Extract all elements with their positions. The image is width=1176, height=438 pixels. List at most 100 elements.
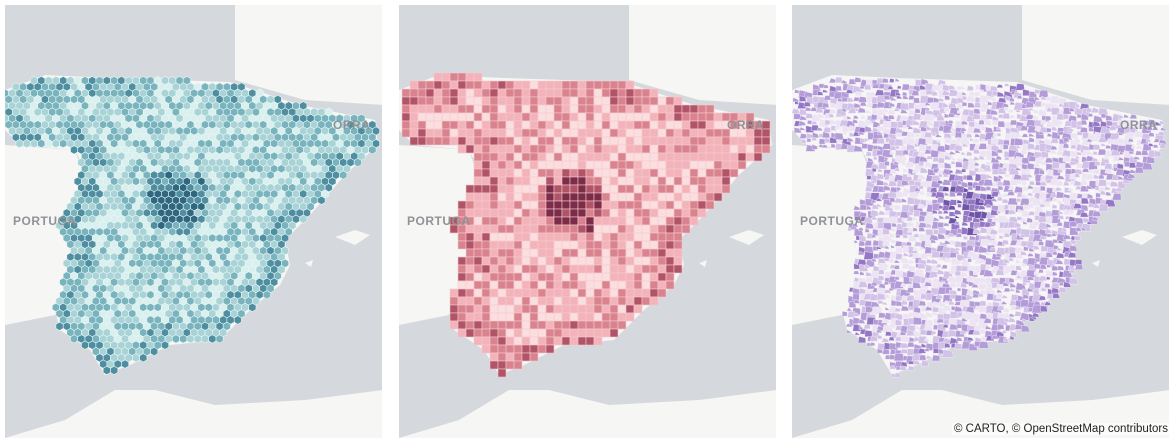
square-cell: [705, 176, 715, 186]
municipality-polygon: [894, 77, 900, 82]
municipality-polygon: [1040, 305, 1048, 312]
square-cell: [681, 152, 691, 162]
square-cell: [593, 112, 603, 122]
square-cell: [601, 288, 611, 298]
square-cell: [561, 192, 571, 202]
square-cell: [457, 312, 467, 322]
square-cell: [465, 96, 475, 106]
municipality-polygon: [864, 119, 873, 126]
square-cell: [601, 264, 611, 274]
municipality-polygon: [1033, 100, 1043, 107]
square-cell: [505, 184, 515, 194]
square-cell: [745, 152, 755, 162]
municipality-polygon: [1038, 169, 1045, 175]
municipality-polygon: [943, 173, 949, 178]
square-cell: [521, 192, 531, 202]
municipality-polygon: [853, 115, 860, 120]
square-cell: [697, 184, 707, 194]
square-cell: [633, 96, 643, 106]
map-attribution[interactable]: © CARTO, © OpenStreetMap contributors: [951, 423, 1170, 435]
municipality-polygon: [918, 300, 927, 306]
municipality-polygon: [929, 234, 939, 241]
square-cell: [585, 304, 595, 314]
square-cell: [681, 160, 691, 170]
square-cell: [649, 104, 659, 114]
municipality-polygon: [1141, 120, 1150, 126]
municipality-polygon: [858, 85, 865, 89]
square-cell: [473, 184, 483, 194]
data-cells: [5, 76, 380, 375]
square-cell: [745, 136, 755, 146]
square-cell: [641, 184, 651, 194]
square-cell: [465, 120, 475, 130]
square-cell: [713, 184, 723, 194]
municipality-polygon: [1015, 289, 1021, 294]
municipality-polygon: [835, 85, 842, 91]
municipality-polygon: [961, 221, 969, 226]
municipality-polygon: [901, 221, 909, 228]
municipality-polygon: [823, 84, 829, 89]
square-cell: [649, 232, 659, 242]
municipality-polygon: [974, 102, 981, 108]
square-cell: [545, 192, 555, 202]
municipality-polygon: [864, 329, 873, 337]
municipality-polygon: [972, 127, 982, 134]
square-cell: [641, 96, 651, 106]
map-panel-hexagons[interactable]: PORTUGA ORRA: [5, 5, 382, 438]
square-cell: [633, 184, 643, 194]
square-cell: [657, 240, 667, 250]
square-cell: [705, 128, 715, 138]
map-panel-squares[interactable]: PORTUGA ORRA: [399, 5, 776, 438]
square-cell: [545, 208, 555, 218]
hexagon-cell: [102, 365, 111, 375]
square-cell: [625, 208, 635, 218]
square-cell: [441, 88, 451, 98]
map-panel-boundaries[interactable]: PORTUGA ORRA: [792, 5, 1169, 438]
square-cell: [553, 232, 563, 242]
hexagon-cell: [368, 145, 377, 155]
square-cell: [641, 240, 651, 250]
municipality-polygon: [1157, 131, 1166, 136]
municipality-polygon: [1057, 168, 1064, 173]
square-cell: [569, 288, 579, 298]
square-cell: [697, 128, 707, 138]
square-cell: [489, 224, 499, 234]
municipality-polygon: [1015, 198, 1022, 203]
municipality-polygon: [882, 120, 892, 129]
square-cell: [513, 168, 523, 178]
square-cell: [545, 176, 555, 186]
municipality-polygon: [941, 204, 950, 211]
municipality-polygon: [936, 221, 944, 228]
square-cell: [665, 152, 675, 162]
square-cell: [577, 328, 587, 338]
square-cell: [689, 168, 699, 178]
square-cell: [641, 288, 651, 298]
municipality-polygon: [1075, 155, 1081, 159]
square-cell: [537, 256, 547, 266]
square-cell: [481, 192, 491, 202]
square-cell: [465, 272, 475, 282]
square-cell: [489, 336, 499, 346]
square-cell: [473, 256, 483, 266]
municipality-polygon: [807, 120, 813, 125]
municipality-polygon: [924, 319, 934, 327]
square-cell: [537, 192, 547, 202]
square-cell: [513, 232, 523, 242]
municipality-polygon: [884, 156, 889, 161]
municipality-polygon: [1044, 282, 1051, 288]
square-cell: [585, 168, 595, 178]
municipality-polygon: [899, 342, 909, 349]
square-cell: [617, 256, 627, 266]
square-cell: [593, 136, 603, 146]
square-cell: [473, 176, 483, 186]
municipality-polygon: [854, 331, 861, 336]
square-cell: [457, 264, 467, 274]
municipality-polygon: [870, 209, 879, 217]
square-cell: [689, 104, 699, 114]
square-cell: [497, 184, 507, 194]
square-cell: [465, 88, 475, 98]
square-cell: [649, 160, 659, 170]
